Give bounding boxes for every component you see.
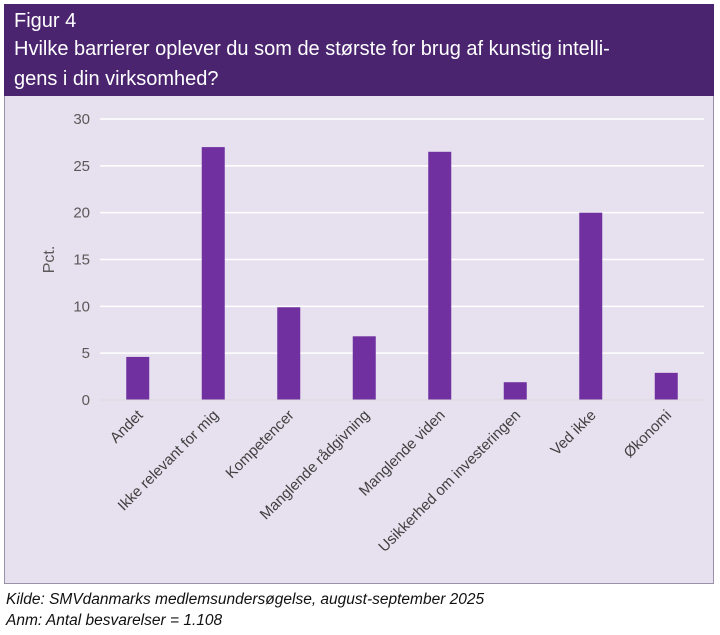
y-tick-label: 25: [73, 158, 90, 175]
bar: [126, 356, 150, 400]
x-tick-label: Andet: [107, 406, 147, 446]
y-tick-label: 0: [82, 392, 90, 409]
figure-label: Figur 4: [14, 10, 77, 32]
figure-title-line-1: Hvilke barrierer oplever du som de størs…: [14, 38, 610, 60]
bars: [126, 147, 678, 400]
bar: [654, 372, 678, 400]
x-tick-label: Kompetencer: [222, 407, 297, 482]
figure-header: Figur 4 Hvilke barrierer oplever du som …: [4, 4, 714, 96]
y-axis-label: Pct.: [41, 246, 58, 274]
bar: [277, 307, 301, 400]
y-tick-label: 5: [82, 345, 90, 362]
y-tick-label: 20: [73, 205, 90, 222]
bar: [201, 147, 225, 400]
bar: [579, 212, 603, 400]
bar: [428, 151, 452, 400]
x-tick-label: Økonomi: [621, 407, 675, 461]
y-tick-label: 15: [73, 252, 90, 269]
y-axis-ticks: 0 5 10 15 20 25 30: [73, 111, 90, 409]
source-note: Kilde: SMVdanmarks medlemsundersøgelse, …: [6, 591, 485, 608]
x-tick-label: Usikkerhed om investeringen: [375, 407, 524, 556]
figure-footer: Kilde: SMVdanmarks medlemsundersøgelse, …: [6, 589, 484, 631]
bar: [503, 382, 527, 400]
y-tick-label: 10: [73, 298, 90, 315]
x-tick-label: Ved ikke: [547, 407, 599, 459]
gridlines: [100, 118, 704, 354]
y-tick-label: 30: [73, 111, 90, 128]
figure-title-line-2: gens i din virksomhed?: [14, 68, 219, 90]
respondents-note: Anm: Antal besvarelser = 1.108: [6, 612, 223, 629]
bar: [352, 336, 376, 400]
